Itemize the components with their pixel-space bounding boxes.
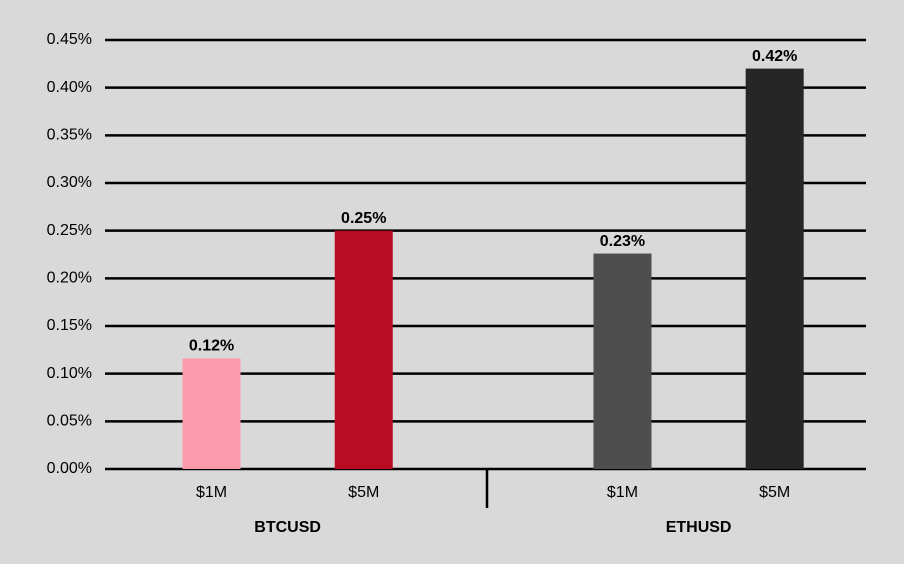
bar: [334, 230, 393, 469]
y-tick-label: 0.35%: [47, 127, 92, 144]
group-label: ETHUSD: [666, 519, 732, 536]
y-tick-label: 0.15%: [47, 317, 92, 334]
y-tick-label: 0.40%: [47, 79, 92, 96]
y-tick-label: 0.00%: [47, 460, 92, 477]
value-label: 0.42%: [752, 48, 797, 65]
y-tick-label: 0.25%: [47, 222, 92, 239]
bar: [745, 68, 804, 469]
bar: [593, 253, 652, 469]
x-tick-label: $5M: [348, 484, 379, 501]
y-tick-label: 0.10%: [47, 365, 92, 382]
x-tick-label: $1M: [607, 484, 638, 501]
value-label: 0.25%: [341, 210, 386, 227]
value-label: 0.23%: [600, 233, 645, 250]
y-tick-label: 0.05%: [47, 413, 92, 430]
x-tick-label: $5M: [759, 484, 790, 501]
y-tick-label: 0.20%: [47, 270, 92, 287]
y-tick-label: 0.45%: [47, 31, 92, 48]
value-label: 0.12%: [189, 338, 234, 355]
x-tick-label: $1M: [196, 484, 227, 501]
group-label: BTCUSD: [254, 519, 321, 536]
bar: [182, 358, 241, 469]
y-tick-label: 0.30%: [47, 174, 92, 191]
